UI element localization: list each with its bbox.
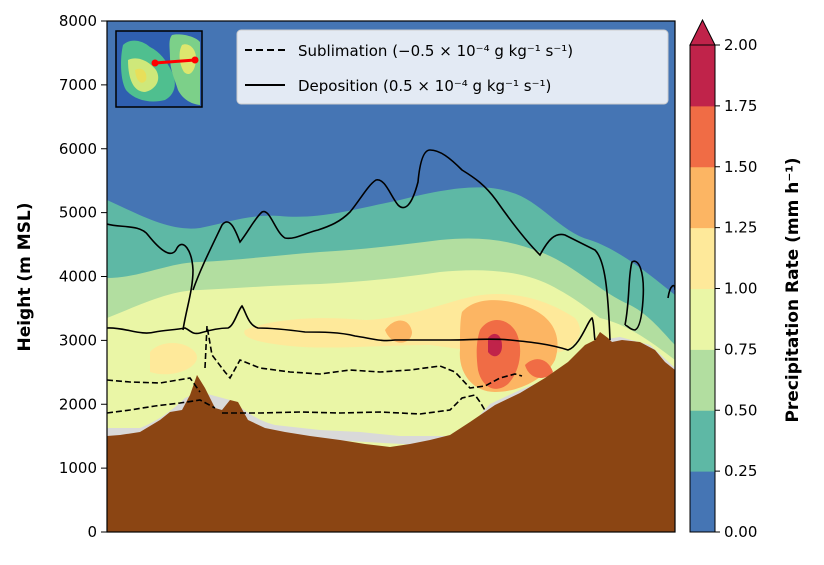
colorbar-extend-arrow [689,18,716,46]
colorbar-segment [690,288,715,350]
transect-end-marker [191,56,199,64]
y-tick-label: 8000 [59,12,97,30]
plot-area [107,21,675,532]
legend-sublimation-label: Sublimation (−0.5 × 10⁻⁴ g kg⁻¹ s⁻¹) [298,42,573,60]
legend-box [236,29,669,105]
colorbar-tick-label: 0.75 [724,340,757,358]
colorbar-tick-label: 0.25 [724,462,757,480]
y-axis-label: Height (m MSL) [15,202,35,351]
colorbar-segment [690,227,715,289]
y-tick-label: 6000 [59,140,97,158]
y-tick-label: 7000 [59,76,97,94]
sublimation-contour-lower [107,394,487,415]
sublimation-contour-upper [107,325,523,393]
colorbar-tick-label: 0.50 [724,401,757,419]
colorbar-tick-label: 1.50 [724,158,757,176]
colorbar-segment [690,105,715,168]
transect-line [154,58,196,65]
colorbar-tick-label: 1.75 [724,97,757,115]
colorbar-tick-label: 0.00 [724,523,757,541]
data-void-band [107,337,675,445]
y-tick-label: 1000 [59,459,97,477]
y-tick-label: 4000 [59,268,97,286]
y-tick-label: 3000 [59,331,97,349]
contour-level-7 [488,333,502,357]
colorbar-segment [690,45,715,107]
colorbar-label: Precipitation Rate (mm h⁻¹) [783,157,803,422]
y-tick-label: 5000 [59,204,97,222]
colorbar-segment [690,166,715,229]
inset-map [115,30,203,108]
legend: Sublimation (−0.5 × 10⁻⁴ g kg⁻¹ s⁻¹) Dep… [236,29,669,105]
colorbar-segment [690,471,715,533]
y-axis: 0 1000 2000 3000 4000 5000 6000 7000 8000 [59,12,107,541]
colorbar: 0.00 0.25 0.50 0.75 1.00 1.25 1.50 1.75 2.00 [689,18,757,541]
deposition-contour-upper [107,149,675,341]
transect-start-marker [151,59,159,67]
colorbar-segment [690,349,715,411]
colorbar-tick-label: 1.25 [724,219,757,237]
colorbar-segment [690,410,715,472]
y-tick-label: 2000 [59,395,97,413]
colorbar-tick-label: 2.00 [724,36,757,54]
legend-deposition-label: Deposition (0.5 × 10⁻⁴ g kg⁻¹ s⁻¹) [298,77,551,95]
deposition-contour-lower [107,304,596,351]
colorbar-tick-label: 1.00 [724,280,757,298]
terrain [107,332,675,532]
y-tick-label: 0 [87,523,97,541]
